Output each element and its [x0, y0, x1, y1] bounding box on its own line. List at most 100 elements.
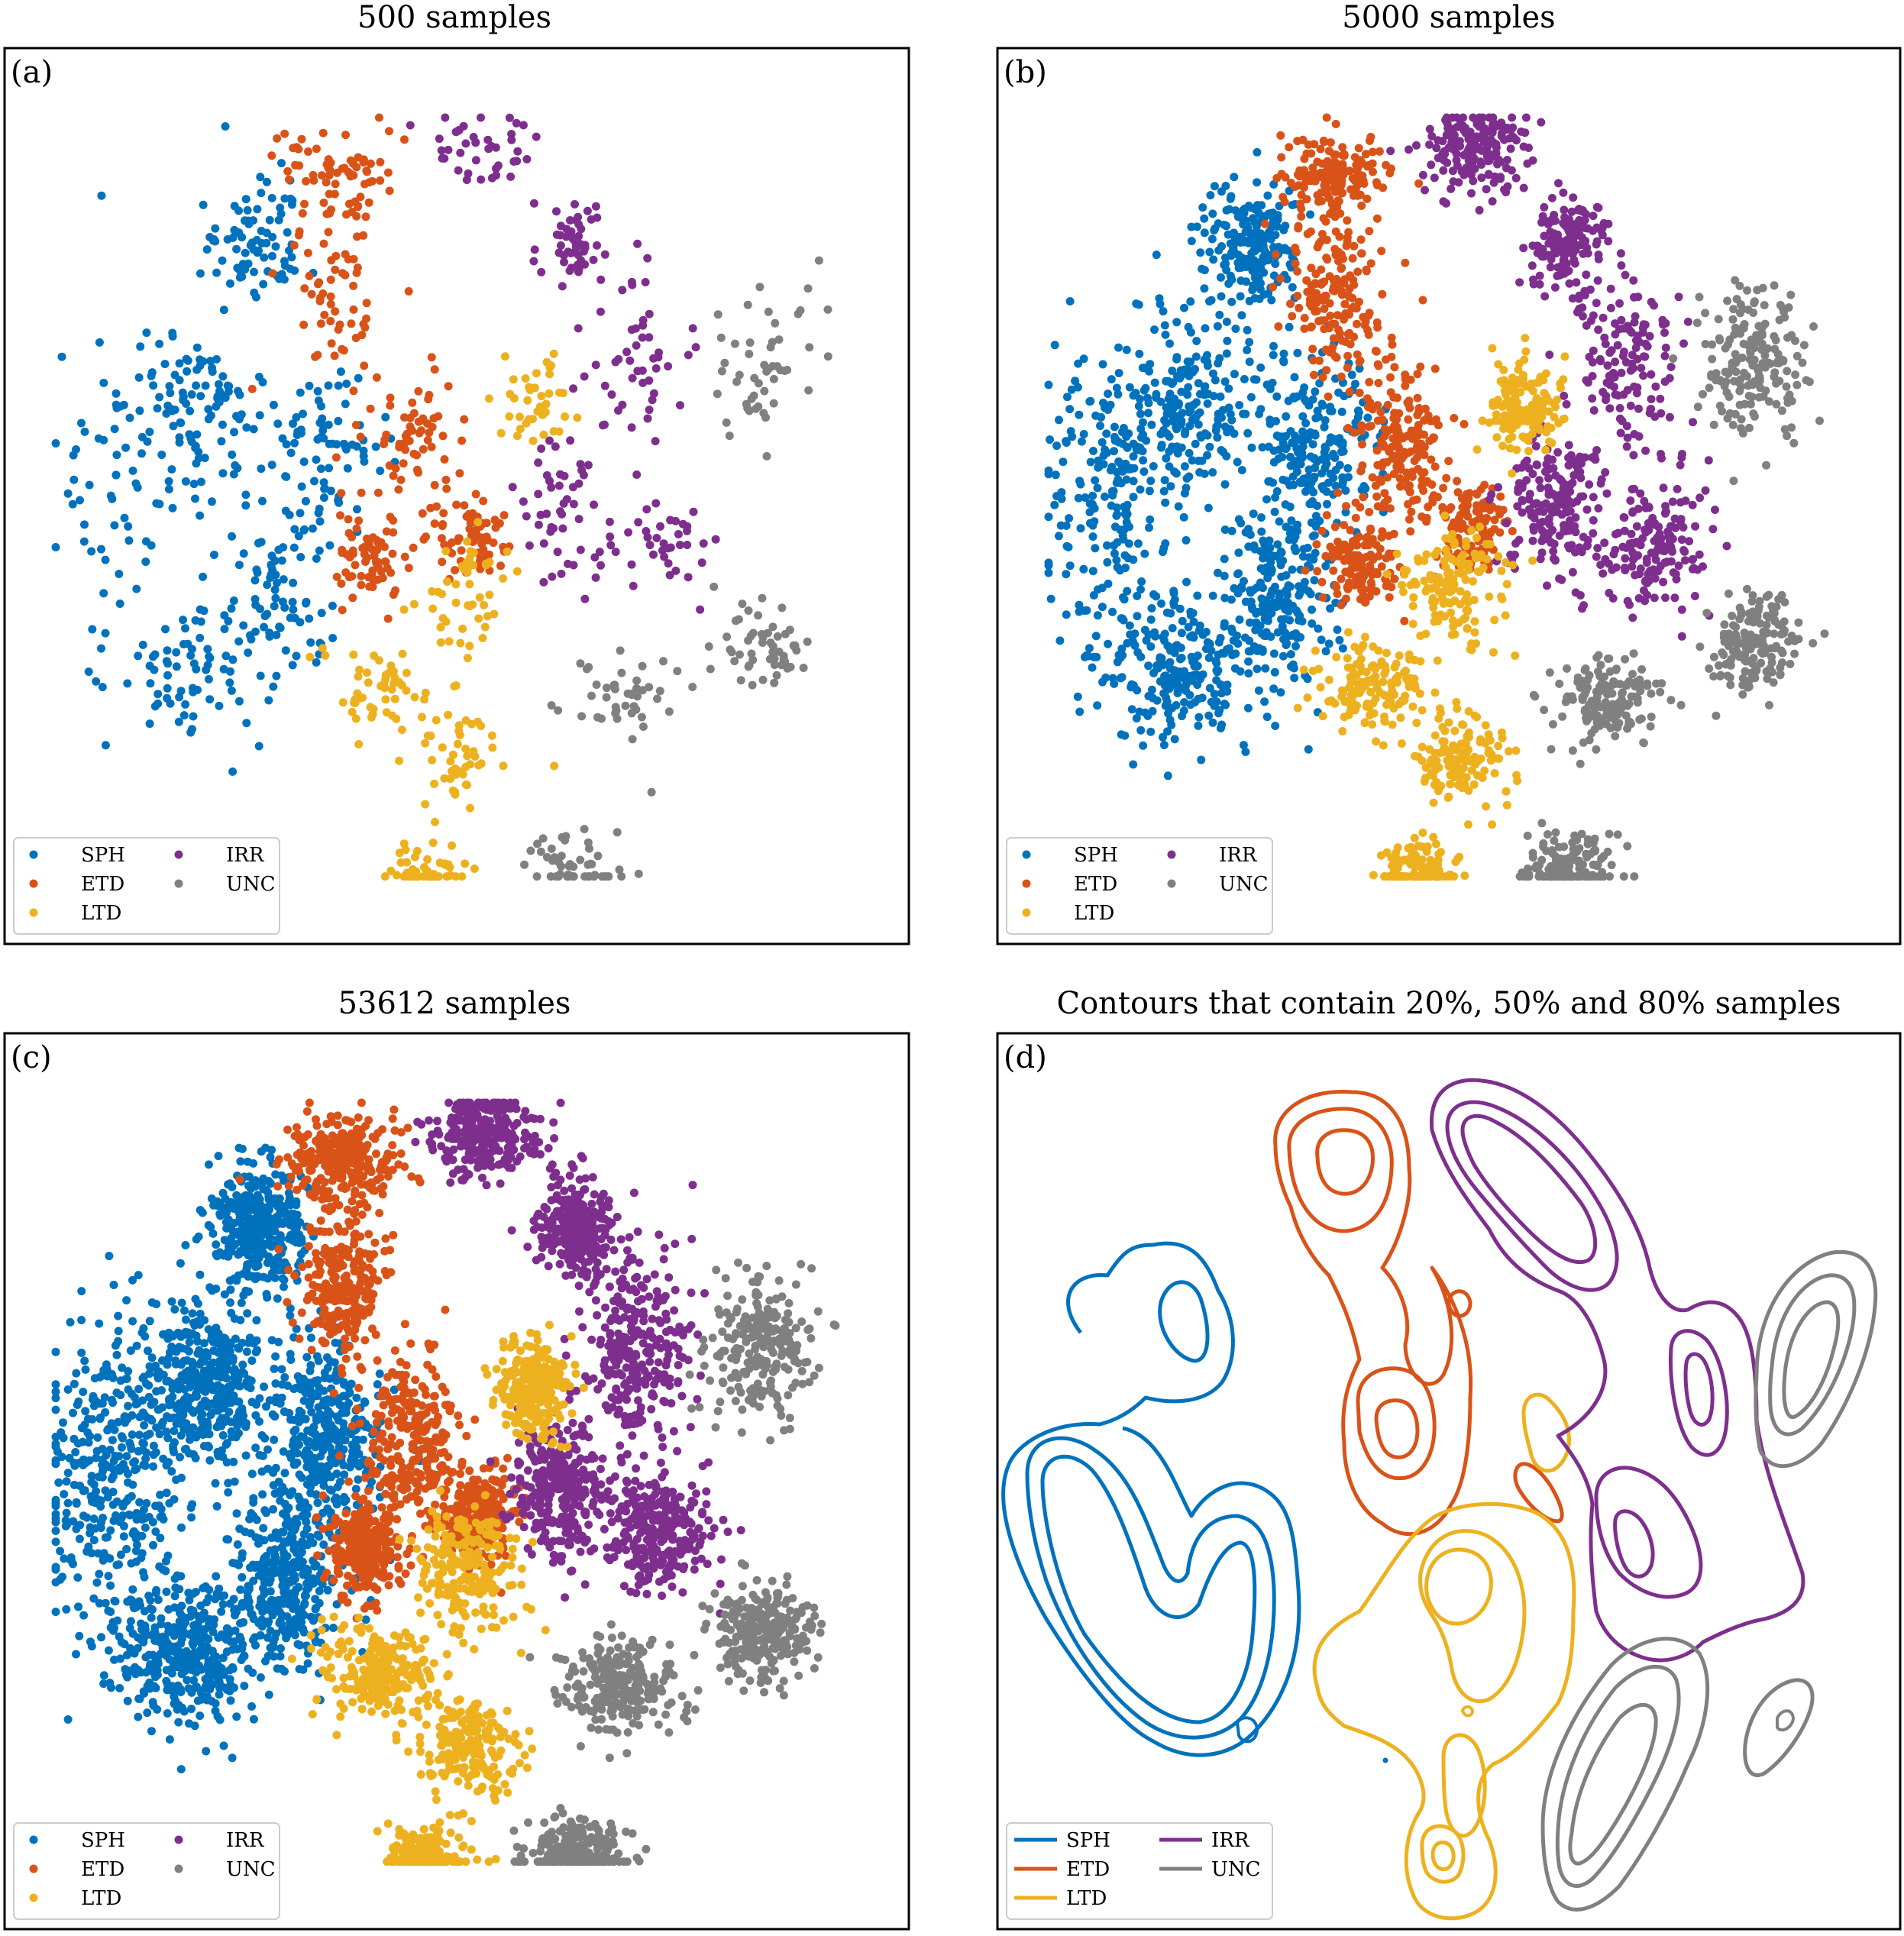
point-sph — [1142, 636, 1151, 645]
point-sph — [1337, 407, 1346, 416]
point-unc — [1699, 389, 1707, 399]
point-unc — [713, 389, 722, 399]
point-etd — [1366, 567, 1375, 576]
point-sph — [152, 499, 161, 508]
point-etd — [332, 572, 341, 581]
point-sph — [1267, 566, 1276, 575]
point-irr — [1704, 456, 1713, 465]
point-etd — [1419, 486, 1428, 495]
point-irr — [1546, 263, 1555, 272]
point-sph — [1200, 390, 1209, 399]
point-unc — [1547, 872, 1556, 881]
point-sph — [1304, 745, 1313, 754]
point-unc — [638, 686, 647, 695]
point-sph — [259, 280, 268, 289]
point-irr — [1506, 144, 1515, 154]
point-sph — [296, 553, 305, 561]
point-etd — [1400, 616, 1409, 625]
point-sph — [1276, 601, 1285, 610]
point-sph — [1160, 321, 1169, 330]
point-irr — [1596, 357, 1605, 366]
point-sph — [1187, 237, 1196, 246]
point-etd — [267, 151, 276, 160]
point-sph — [209, 551, 218, 559]
point-sph — [1127, 680, 1136, 689]
point-etd — [404, 564, 413, 573]
point-sph — [1057, 488, 1066, 497]
point-sph — [1180, 462, 1189, 471]
point-sph — [1159, 732, 1167, 742]
point-irr — [598, 421, 607, 430]
point-sph — [1194, 721, 1203, 730]
point-unc — [1719, 651, 1728, 659]
point-irr — [596, 307, 605, 316]
point-irr — [1589, 406, 1599, 415]
point-etd — [490, 516, 499, 525]
point-sph — [244, 648, 253, 658]
point-ltd — [505, 412, 514, 421]
point-sph — [319, 493, 328, 503]
point-unc — [768, 622, 777, 632]
point-irr — [1589, 493, 1598, 502]
point-etd — [1444, 457, 1453, 466]
point-unc — [1615, 719, 1624, 728]
point-sph — [1205, 297, 1214, 306]
point-unc — [1573, 673, 1582, 682]
point-sph — [279, 575, 288, 584]
point-unc — [1794, 618, 1803, 627]
point-etd — [1412, 495, 1421, 504]
point-unc — [1712, 711, 1721, 720]
point-sph — [1217, 689, 1226, 698]
point-sph — [124, 536, 134, 545]
point-irr — [1585, 352, 1594, 361]
point-etd — [1295, 181, 1303, 190]
point-irr — [628, 280, 637, 289]
point-etd — [1317, 196, 1326, 205]
point-unc — [758, 593, 767, 603]
point-sph — [1298, 436, 1307, 445]
point-sph — [76, 496, 84, 505]
point-sph — [1320, 422, 1329, 431]
point-sph — [1255, 644, 1264, 653]
point-unc — [1741, 633, 1750, 642]
point-sph — [1240, 577, 1248, 586]
point-irr — [554, 481, 564, 490]
point-irr — [1651, 382, 1660, 391]
point-sph — [1050, 341, 1059, 350]
point-ltd — [441, 547, 451, 556]
point-unc — [617, 872, 626, 881]
point-ltd — [421, 800, 430, 809]
point-ltd — [338, 698, 348, 707]
point-irr — [519, 497, 528, 506]
point-irr — [649, 389, 658, 398]
point-etd — [1295, 303, 1304, 312]
point-sph — [201, 381, 210, 390]
point-ltd — [466, 547, 475, 556]
point-unc — [1799, 341, 1809, 350]
point-sph — [1133, 539, 1143, 548]
point-irr — [1518, 496, 1527, 506]
point-unc — [1602, 709, 1611, 719]
point-irr — [1475, 205, 1484, 215]
point-ltd — [351, 714, 360, 723]
point-irr — [1671, 523, 1680, 532]
point-sph — [163, 401, 173, 410]
point-sph — [1249, 509, 1258, 519]
point-unc — [586, 859, 595, 868]
point-ltd — [438, 590, 446, 599]
point-irr — [437, 146, 446, 155]
point-sph — [315, 517, 325, 526]
point-sph — [1173, 674, 1182, 684]
point-sph — [1195, 408, 1204, 417]
point-sph — [110, 521, 119, 530]
point-sph — [1140, 549, 1149, 558]
point-irr — [606, 532, 615, 541]
point-sph — [196, 605, 205, 614]
point-sph — [1276, 688, 1285, 697]
point-ltd — [461, 745, 470, 753]
point-irr — [1628, 613, 1637, 622]
point-unc — [1702, 609, 1712, 618]
point-ltd — [474, 614, 483, 623]
point-irr — [1630, 484, 1639, 493]
point-sph — [1184, 383, 1193, 392]
